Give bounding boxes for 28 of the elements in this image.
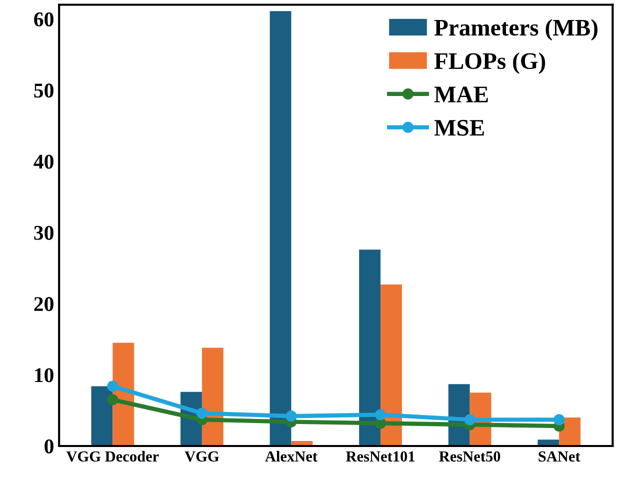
legend-label: MAE (434, 86, 488, 102)
y-tick-label: 60 (34, 12, 54, 26)
point (107, 380, 118, 392)
x-tick-label: ResNet50 (439, 451, 500, 462)
x-tick-label: VGG Decoder (66, 450, 159, 462)
legend-label: FLOPs (G) (434, 52, 546, 74)
y-tick-label: 40 (34, 154, 54, 169)
bar (380, 284, 402, 446)
point (554, 414, 565, 426)
point (374, 409, 386, 420)
x-tick-label: VGG (184, 451, 219, 462)
bar (270, 11, 292, 446)
bar (359, 250, 381, 446)
x-tick-label: ResNet101 (346, 451, 415, 462)
y-tick-label: 30 (34, 226, 54, 240)
x-tick-label: AlexNet (265, 450, 318, 462)
y-tick-label: 0 (44, 439, 54, 454)
bar (91, 386, 113, 446)
x-tick-label: SANet (538, 451, 580, 462)
legend-label: MSE (434, 120, 484, 136)
point (286, 410, 297, 422)
y-tick-label: 50 (34, 84, 54, 98)
y-tick-label: 20 (34, 297, 54, 312)
legend-label: Prameters (MB) (434, 19, 598, 40)
y-tick-label: 10 (35, 368, 54, 382)
point (196, 408, 208, 419)
point (464, 414, 476, 426)
point (107, 394, 118, 406)
